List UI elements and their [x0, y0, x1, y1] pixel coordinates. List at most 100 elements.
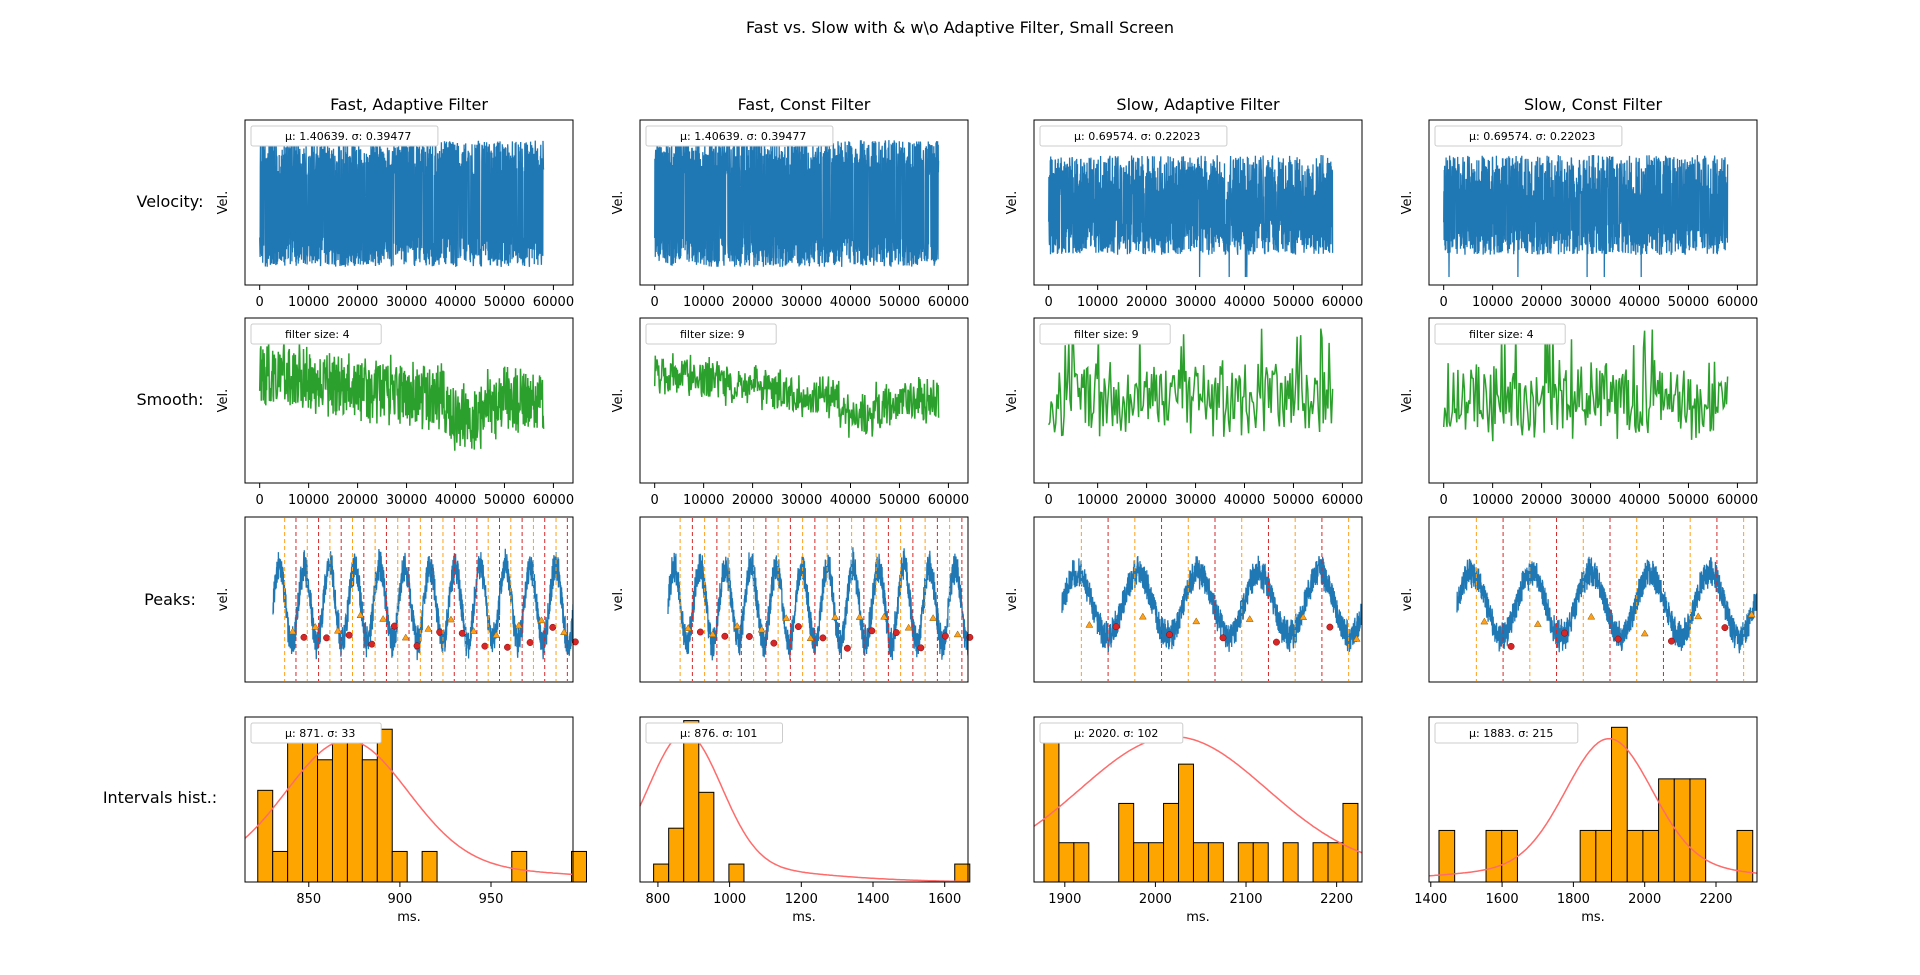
- axes-frame: [1033, 119, 1363, 286]
- y-axis-label: vel.: [216, 588, 231, 611]
- kde-curve: [244, 739, 574, 876]
- histogram-bar: [421, 850, 438, 883]
- axes-frame: [244, 119, 574, 286]
- histogram-bar: [653, 863, 670, 883]
- y-axis-label: Vel.: [1400, 191, 1415, 215]
- orange-peak-marker: [1480, 617, 1489, 625]
- axes-frame: [244, 516, 574, 683]
- histogram-bar: [1736, 829, 1754, 883]
- axes-frame: [1033, 317, 1363, 484]
- x-tick-label: 0: [256, 493, 264, 508]
- orange-peak-marker: [1694, 612, 1703, 620]
- smooth-series: [653, 353, 940, 438]
- red-peak-marker: [458, 629, 466, 637]
- row-label: Velocity:: [137, 192, 204, 211]
- hist-panel: 800 1000 1200 1400 1600 ms. μ: 876. σ: 101: [639, 716, 971, 925]
- legend-text: μ: 1.40639. σ: 0.39477: [680, 130, 806, 143]
- x-tick-label: 10000: [1077, 493, 1118, 508]
- orange-peak-marker: [1587, 612, 1596, 620]
- x-tick-label: 0: [1045, 493, 1053, 508]
- orange-peak-marker: [537, 616, 546, 624]
- red-peak-marker: [526, 639, 534, 646]
- red-peak-marker: [917, 644, 925, 652]
- red-peak-marker: [721, 632, 729, 640]
- orange-peak-marker: [1245, 615, 1254, 622]
- panels: 0 10000 20000 30000 40000 50000 60000 Vel. μ: 1.…: [216, 119, 1758, 925]
- x-tick-label: 0: [651, 493, 659, 508]
- red-peak-marker: [300, 633, 308, 641]
- x-tick-label: 1400: [1414, 892, 1447, 907]
- legend-box: [250, 125, 439, 147]
- x-tick-label: 1600: [928, 892, 961, 907]
- x-tick-label: 10000: [288, 493, 329, 508]
- x-tick-label: 30000: [386, 493, 427, 508]
- legend-box: [645, 323, 777, 345]
- red-peak-marker: [819, 634, 827, 642]
- x-tick-label: 50000: [879, 295, 920, 310]
- legend-text: filter size: 9: [1074, 328, 1139, 341]
- x-tick-label: 60000: [928, 295, 969, 310]
- x-tick-label: 20000: [1521, 493, 1562, 508]
- hist-panel: 1400 1600 1800 2000 2200 ms. μ: 1883. σ: 215: [1414, 716, 1758, 925]
- smooth-panel: 0 10000 20000 30000 40000 50000 60000 Vel. filte…: [611, 317, 969, 508]
- x-tick-label: 60000: [1717, 493, 1758, 508]
- histogram-bar: [1118, 802, 1135, 883]
- red-peak-marker: [794, 623, 802, 631]
- red-peak-marker: [868, 627, 876, 635]
- smooth-series: [258, 338, 545, 451]
- axes-frame: [639, 516, 969, 683]
- x-tick-label: 800: [646, 892, 671, 907]
- axes-frame: [1033, 516, 1363, 683]
- red-peak-marker: [1507, 642, 1515, 650]
- histogram-bar: [331, 728, 348, 883]
- x-tick-label: 50000: [1668, 493, 1709, 508]
- red-peak-marker: [1112, 623, 1120, 631]
- histogram-bar: [376, 728, 393, 883]
- x-tick-label: 50000: [484, 493, 525, 508]
- x-tick-label: 40000: [1224, 295, 1265, 310]
- orange-peak-marker: [733, 622, 742, 629]
- red-peak-marker: [1166, 631, 1173, 639]
- histogram-bar: [571, 850, 587, 883]
- axes-frame: [639, 716, 969, 883]
- velocity-panel: 0 10000 20000 30000 40000 50000 60000 Vel. μ: 1.…: [611, 119, 969, 310]
- histogram-bar: [1178, 763, 1194, 883]
- x-tick-label: 30000: [1570, 295, 1611, 310]
- axes-frame: [639, 317, 969, 484]
- orange-peak-marker: [1352, 634, 1361, 642]
- red-peak-marker: [549, 623, 557, 631]
- x-tick-label: 60000: [533, 295, 574, 310]
- smooth-series: [1442, 329, 1729, 442]
- red-peak-marker: [481, 642, 489, 650]
- legend-box: [1039, 323, 1171, 345]
- x-tick-label: 40000: [830, 493, 871, 508]
- peaks-series: [1456, 556, 1757, 654]
- orange-peak-marker: [855, 613, 864, 620]
- axes-frame: [1428, 119, 1758, 286]
- legend-box: [250, 722, 382, 744]
- x-tick-label: 20000: [732, 295, 773, 310]
- histogram-bar: [1282, 842, 1299, 883]
- histogram-bar: [1133, 842, 1150, 883]
- x-tick-label: 60000: [533, 493, 574, 508]
- orange-peak-marker: [424, 624, 433, 632]
- histogram-bar: [1642, 829, 1660, 883]
- orange-peak-marker: [1640, 629, 1649, 637]
- red-peak-marker: [1614, 635, 1622, 643]
- histogram-bar: [1058, 842, 1075, 883]
- legend-text: μ: 2020. σ: 102: [1074, 727, 1158, 740]
- red-peak-marker: [504, 643, 511, 651]
- orange-peak-marker: [379, 615, 388, 622]
- peaks-series: [1061, 555, 1362, 653]
- x-tick-label: 10000: [683, 295, 724, 310]
- histogram-bar: [511, 850, 528, 883]
- histogram-bar: [1626, 829, 1644, 883]
- x-tick-label: 60000: [1322, 295, 1363, 310]
- x-tick-label: 50000: [484, 295, 525, 310]
- histogram-bar: [1595, 829, 1613, 883]
- y-axis-label: vel.: [611, 588, 626, 611]
- red-peak-marker: [892, 629, 900, 637]
- x-tick-label: 50000: [1668, 295, 1709, 310]
- smooth-panel: 0 10000 20000 30000 40000 50000 60000 Vel. filte…: [1005, 317, 1363, 508]
- orange-peak-marker: [708, 630, 717, 638]
